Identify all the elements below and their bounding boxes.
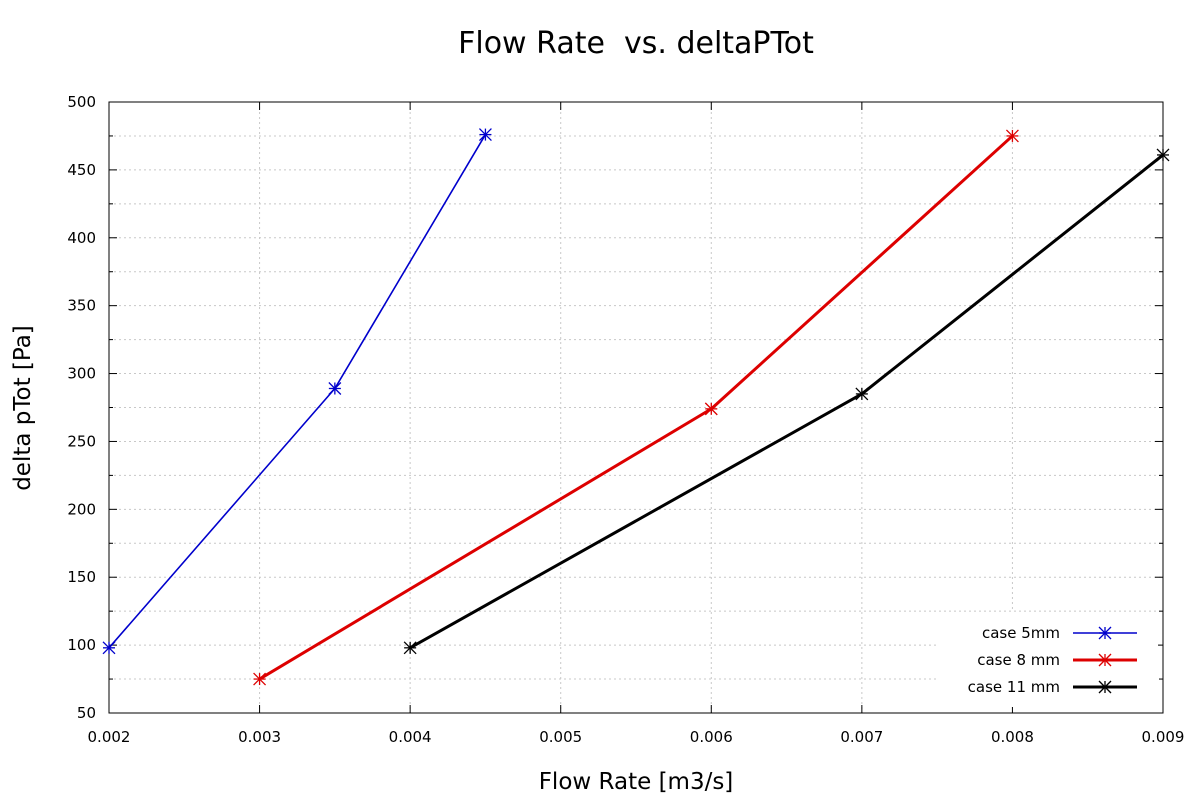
data-point [704, 402, 718, 416]
series-line [409, 153, 1164, 650]
marker-stroke [102, 641, 116, 655]
x-tick-label: 0.008 [991, 728, 1034, 746]
marker-stroke [253, 672, 267, 686]
marker-stroke [1098, 626, 1112, 640]
data-point [1005, 129, 1019, 143]
y-tick-label: 300 [67, 365, 96, 383]
data-point [403, 641, 417, 655]
marker-stroke [1098, 653, 1112, 667]
legend-marker [1098, 653, 1112, 667]
marker-stroke [478, 128, 492, 142]
legend: case 5mm case 8 mm case 11 mm [938, 612, 1158, 707]
axis-ticks: 50 100 150 200 250 300 350 400 450 500 0.002 0.003 0… [67, 93, 1184, 746]
legend-item: case 8 mm [977, 651, 1137, 669]
series-2 [253, 129, 1019, 686]
x-tick-label: 0.004 [389, 728, 432, 746]
data-point [478, 128, 492, 142]
legend-item: case 5mm [982, 624, 1137, 642]
marker-stroke [328, 382, 342, 395]
legend-label: case 8 mm [977, 651, 1060, 669]
x-tick-label: 0.007 [840, 728, 883, 746]
series-3 [403, 148, 1170, 655]
x-tick-label: 0.002 [88, 728, 131, 746]
marker-stroke [403, 641, 417, 655]
y-tick-label: 50 [77, 704, 96, 722]
x-tick-label: 0.005 [539, 728, 582, 746]
marker-stroke [1156, 148, 1170, 162]
data-point [1156, 148, 1170, 162]
x-tick-label: 0.003 [238, 728, 281, 746]
y-tick-label: 200 [67, 500, 96, 518]
legend-label: case 5mm [982, 624, 1060, 642]
data-point [855, 387, 869, 401]
legend-item: case 11 mm [968, 678, 1137, 696]
series-1 [102, 128, 492, 655]
y-axis-label: delta pTot [Pa] [10, 325, 36, 491]
x-tick-label: 0.006 [690, 728, 733, 746]
marker-stroke [704, 402, 718, 416]
data-point [102, 641, 116, 655]
series-line [108, 134, 487, 649]
y-tick-label: 350 [67, 297, 96, 315]
series-layer [102, 128, 1170, 686]
y-tick-label: 400 [67, 229, 96, 247]
marker-stroke [855, 387, 869, 401]
chart-title: Flow Rate vs. deltaPTot [458, 26, 814, 61]
y-tick-label: 250 [67, 432, 96, 450]
legend-label: case 11 mm [968, 678, 1060, 696]
y-tick-label: 150 [67, 568, 96, 586]
legend-marker [1098, 626, 1112, 640]
data-point [253, 672, 267, 686]
marker-stroke [1005, 129, 1019, 143]
x-tick-label: 0.009 [1142, 728, 1185, 746]
y-tick-label: 100 [67, 636, 96, 654]
marker-stroke [1098, 680, 1112, 694]
legend-marker [1098, 680, 1112, 694]
y-tick-label: 500 [67, 93, 96, 111]
x-axis-label: Flow Rate [m3/s] [539, 769, 734, 795]
y-tick-label: 450 [67, 161, 96, 179]
data-point [328, 382, 342, 395]
